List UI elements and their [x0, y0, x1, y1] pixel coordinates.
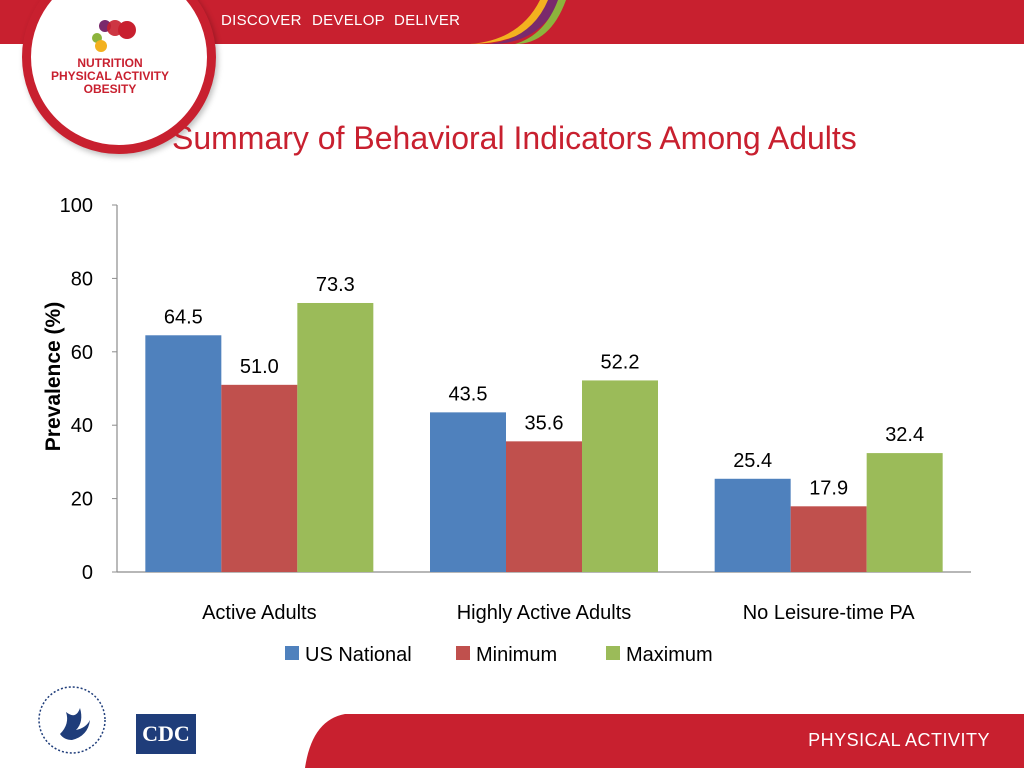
data-label: 51.0 — [240, 356, 279, 378]
bar — [145, 335, 222, 572]
footer-label: PHYSICAL ACTIVITY — [808, 730, 990, 750]
hhs-seal-icon — [38, 686, 106, 754]
data-label: 25.4 — [733, 450, 772, 472]
data-label: 35.6 — [525, 412, 564, 434]
nav-develop[interactable]: DEVELOP — [312, 12, 385, 29]
data-label: 17.9 — [809, 477, 848, 499]
data-label: 32.4 — [885, 424, 924, 446]
bar — [506, 441, 582, 572]
y-tick-label: 100 — [60, 195, 93, 217]
y-axis-label: Prevalence (%) — [42, 302, 65, 451]
data-label: 52.2 — [601, 351, 640, 373]
nav-deliver[interactable]: DELIVER — [394, 12, 461, 29]
logo-line-2: PHYSICAL ACTIVITY — [50, 69, 169, 83]
legend-swatch — [285, 646, 299, 660]
y-tick-label: 60 — [71, 342, 93, 364]
category-label: Highly Active Adults — [457, 602, 632, 624]
y-tick-label: 40 — [71, 415, 93, 437]
logo-line-3: OBESITY — [83, 82, 137, 96]
legend-label: US National — [305, 644, 412, 666]
footer-bar — [305, 714, 1024, 768]
legend-swatch — [606, 646, 620, 660]
bar — [866, 453, 943, 572]
cdc-logo-icon: CDC — [136, 714, 196, 754]
category-label: Active Adults — [202, 602, 317, 624]
y-tick-label: 0 — [82, 562, 93, 584]
bar — [582, 380, 658, 572]
slide-title: Summary of Behavioral Indicators Among A… — [172, 120, 857, 156]
data-label: 73.3 — [316, 274, 355, 296]
legend-swatch — [456, 646, 470, 660]
bar — [714, 478, 791, 572]
logo-line-1: NUTRITION — [77, 56, 143, 70]
legend-label: Maximum — [626, 644, 713, 666]
category-label: No Leisure-time PA — [743, 602, 916, 624]
program-dots-logo-icon — [92, 20, 136, 52]
bar — [297, 302, 374, 572]
data-label: 64.5 — [164, 306, 203, 328]
legend-label: Minimum — [476, 644, 557, 666]
bar — [790, 506, 867, 572]
y-tick-label: 20 — [71, 489, 93, 511]
data-label: 43.5 — [449, 383, 488, 405]
bar — [430, 412, 506, 572]
bar — [221, 384, 298, 572]
cdc-logo-text: CDC — [142, 721, 190, 746]
y-tick-label: 80 — [71, 268, 93, 290]
nav-discover[interactable]: DISCOVER — [221, 12, 302, 29]
bar-chart: 0 20 40 60 80 100 Prevalence (%) Active Adults H… — [42, 195, 971, 666]
